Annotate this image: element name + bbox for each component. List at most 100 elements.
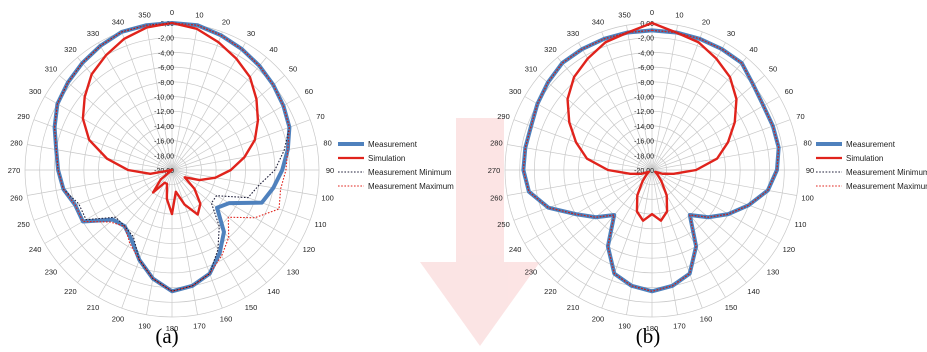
grid-spoke [524,96,653,171]
legend-label: Measurement Minimum [846,168,927,177]
radial-tick-label: -4,00 [158,50,174,57]
angle-tick-label: 50 [769,64,777,73]
angle-tick-label: 30 [727,29,735,38]
angle-tick-label: 230 [45,268,58,277]
caption-b: (b) [636,324,661,348]
angle-tick-label: 220 [64,287,77,296]
angle-tick-label: 260 [10,193,23,202]
polar-chart-a: 0 10 20 30 40 50 60 70 80 90 100 110 120 130 140 150 160… [8,8,454,333]
angle-tick-label: 130 [767,268,780,277]
grid-spoke [651,42,726,171]
grid-spoke [146,25,173,171]
radial-tick-label: -16,00 [154,139,174,146]
grid-spoke [651,169,791,221]
angle-tick-label: 10 [195,10,203,19]
angle-tick-label: 250 [497,220,510,229]
angle-tick-label: 350 [138,10,151,19]
grid-spoke [33,169,173,221]
series-line-measurement-maximum [522,29,780,292]
radial-tick-label: -16,00 [634,139,654,146]
radial-tick-label: -6,00 [638,65,654,72]
grid-spoke [98,169,173,298]
angle-tick-label: 140 [267,287,280,296]
angle-tick-label: 150 [245,303,258,312]
grid-spoke [507,144,653,171]
angle-tick-label: 240 [29,245,42,254]
angle-tick-label: 320 [544,45,557,54]
angle-tick-label: 270 [8,166,21,175]
angle-tick-label: 140 [747,287,760,296]
grid-spoke [651,31,703,171]
legend-label: Simulation [846,154,883,163]
grid-spoke [651,169,678,315]
radial-tick-label: -2,00 [158,36,174,43]
angle-tick-label: 120 [783,245,796,254]
angle-tick-label: 20 [702,18,710,27]
radial-tick-label: -20,00 [634,168,654,175]
angle-tick-label: 100 [321,193,334,202]
grid-spoke [171,96,300,171]
grid-spoke [651,25,678,171]
grid-spoke [651,169,780,244]
radial-tick-label: -4,00 [638,50,654,57]
angle-tick-label: 0 [170,8,174,17]
angle-tick-label: 80 [803,139,811,148]
angle-tick-label: 300 [29,87,42,96]
angle-tick-label: 280 [490,139,503,148]
legend-label: Measurement Maximum [368,182,454,191]
angle-tick-label: 340 [592,18,605,27]
series-line-simulation [81,21,260,216]
angle-tick-label: 290 [497,112,510,121]
grid-spoke [171,31,223,171]
grid-spoke [171,75,285,171]
angle-tick-label: 40 [269,45,277,54]
radial-tick-label: -8,00 [158,80,174,87]
angle-tick-label: 70 [316,112,324,121]
grid-spoke [513,169,653,221]
angle-tick-label: 330 [567,29,580,38]
grid-spoke [601,169,653,309]
grid-spoke [578,42,653,171]
grid-spoke [539,75,653,171]
angle-tick-label: 40 [749,45,757,54]
radial-tick-label: -6,00 [158,65,174,72]
angle-tick-label: 280 [10,139,23,148]
angle-tick-label: 240 [509,245,522,254]
angle-tick-label: 50 [289,64,297,73]
polar-chart-b: 0 10 20 30 40 50 60 70 80 90 100 110 120 130 140 150 160… [488,8,927,333]
grid-spoke [171,169,223,309]
radial-tick-label: -2,00 [638,36,654,43]
angle-tick-label: 30 [247,29,255,38]
angle-tick-label: 90 [326,166,334,175]
legend-label: Measurement [846,140,896,149]
series-line-measurement-minimum [54,22,290,292]
grid-spoke [651,169,747,283]
legend-label: Simulation [368,154,405,163]
grid-spoke [557,169,653,283]
radial-tick-label: -18,00 [154,153,174,160]
series-line-simulation [566,21,738,222]
angle-tick-label: 170 [193,322,206,331]
grid-spoke [651,119,791,171]
radial-tick-label: -18,00 [634,153,654,160]
angle-tick-label: 0 [650,8,654,17]
angle-tick-label: 220 [544,287,557,296]
angle-tick-label: 130 [287,268,300,277]
grid-spoke [44,169,173,244]
grid-spoke [651,144,797,171]
grid-spoke [27,144,173,171]
angle-tick-label: 340 [112,18,125,27]
angle-tick-label: 110 [314,220,326,229]
grid-spoke [171,42,246,171]
angle-tick-label: 180 [646,324,659,333]
angle-tick-label: 110 [794,220,806,229]
angle-tick-label: 20 [222,18,230,27]
grid-spoke [98,42,173,171]
grid-spoke [651,96,780,171]
angle-tick-label: 170 [673,322,686,331]
angle-tick-label: 120 [303,245,316,254]
angle-tick-label: 80 [323,139,331,148]
grid-spoke [171,169,300,244]
grid-spoke [44,96,173,171]
